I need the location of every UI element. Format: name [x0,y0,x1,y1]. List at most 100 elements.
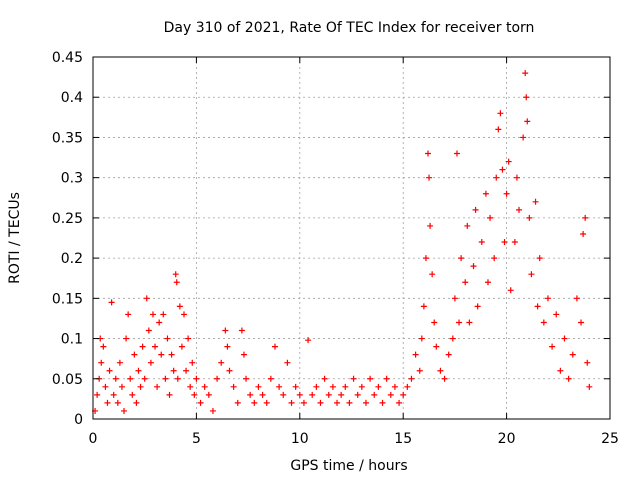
data-point [404,383,411,390]
data-point [172,271,179,278]
data-point [251,399,258,406]
data-point [408,375,415,382]
data-point [549,343,556,350]
data-point [98,359,105,366]
data-point [205,391,212,398]
data-point [425,150,432,157]
data-point [464,222,471,229]
data-point [284,359,291,366]
data-point [534,303,541,310]
data-point [422,255,429,262]
x-tick-label: 15 [394,431,412,447]
data-point [104,399,111,406]
plot-frame [92,56,611,420]
data-point [466,319,473,326]
data-point [121,407,128,414]
data-point [426,174,433,181]
data-point [482,190,489,197]
data-point [218,359,225,366]
y-tick-label: 0 [74,412,83,428]
y-tick-label: 0.05 [52,372,83,388]
data-point [453,150,460,157]
data-point [346,399,353,406]
data-point [383,375,390,382]
data-point [100,343,107,350]
data-point [141,375,148,382]
data-point [313,383,320,390]
data-point [243,375,250,382]
data-point [387,391,394,398]
data-point [193,375,200,382]
data-point [586,383,593,390]
data-point [495,126,502,133]
data-point [309,391,316,398]
data-point [569,351,576,358]
data-point [110,391,117,398]
data-point [263,399,270,406]
y-axis-ticks: 0 0.05 0.1 0.15 0.2 0.25 0.3 0.35 0.4 0.45 [52,50,610,428]
data-point [513,174,520,181]
data-point [112,375,119,382]
data-point [147,359,154,366]
data-point [379,399,386,406]
data-point [396,399,403,406]
data-point [271,343,278,350]
data-point [125,311,132,318]
data-point [174,375,181,382]
data-point [511,239,518,246]
data-point [224,343,231,350]
x-tick-label: 0 [89,431,98,447]
data-point [429,271,436,278]
data-point [94,391,101,398]
data-point [553,311,560,318]
x-tick-label: 10 [291,431,309,447]
data-point [371,391,378,398]
data-point [474,303,481,310]
y-tick-label: 0.2 [61,251,83,267]
data-point [106,367,113,374]
data-point [166,391,173,398]
data-point [131,351,138,358]
y-axis-label: ROTI / TECUs [7,192,23,284]
data-point [118,383,125,390]
data-point [532,198,539,205]
data-point [524,118,531,125]
data-point [123,335,130,342]
data-point [180,311,187,318]
data-point [214,375,221,382]
data-point [173,279,180,286]
data-point [158,351,165,358]
data-point [197,399,204,406]
data-point [427,222,434,229]
data-point [350,375,357,382]
data-point [358,383,365,390]
data-point [526,214,533,221]
data-point [154,383,161,390]
data-point [149,311,156,318]
data-point [280,391,287,398]
data-point [451,295,458,302]
data-point [484,279,491,286]
data-point [334,399,341,406]
data-point [367,375,374,382]
data-point [433,343,440,350]
data-point [499,166,506,173]
data-point [247,391,254,398]
data-point [114,399,121,406]
data-point [187,383,194,390]
data-point [478,239,485,246]
data-point [540,319,547,326]
data-point [561,335,568,342]
data-point [168,351,175,358]
x-axis-ticks: 0 5 10 15 20 25 [89,57,619,447]
data-point [234,399,241,406]
data-point [300,399,307,406]
data-point [137,383,144,390]
data-point [189,359,196,366]
data-point [528,271,535,278]
data-point [458,255,465,262]
data-point [338,391,345,398]
data-point [582,214,589,221]
